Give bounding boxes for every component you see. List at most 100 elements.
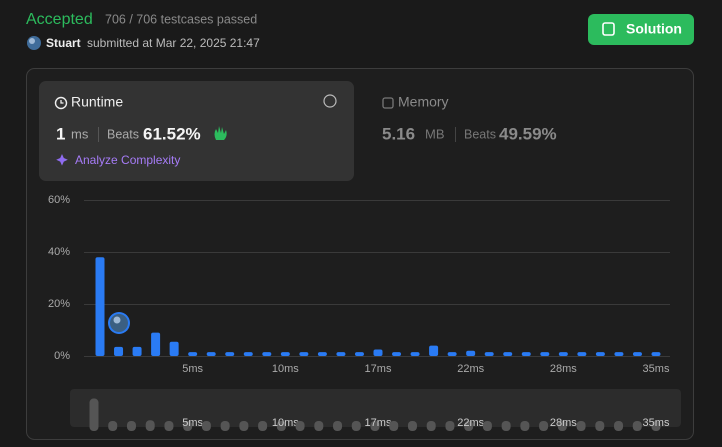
chart: 0% 20% 40% 60% 5ms 10ms 17ms 22ms 28ms 35ms bbox=[48, 194, 670, 375]
x-tick-label: 17ms bbox=[365, 363, 392, 375]
bar bbox=[503, 352, 513, 356]
mini-bar bbox=[183, 421, 193, 431]
mini-bar bbox=[482, 421, 492, 431]
beats-label: Beats bbox=[464, 127, 496, 141]
y-tick-label: 60% bbox=[48, 194, 70, 206]
runtime-beats: 61.52% bbox=[143, 124, 201, 143]
bar bbox=[225, 352, 235, 356]
mini-bar bbox=[201, 421, 211, 431]
bar bbox=[632, 352, 642, 356]
bar bbox=[429, 345, 439, 356]
beats-label: Beats bbox=[107, 127, 139, 141]
mini-bar bbox=[351, 421, 361, 431]
bar bbox=[132, 346, 142, 356]
mini-x-tick-label: 17ms bbox=[365, 417, 392, 429]
mini-bar bbox=[520, 421, 530, 431]
bar bbox=[466, 350, 476, 356]
clock-icon bbox=[54, 96, 68, 110]
mini-bar bbox=[145, 420, 155, 431]
mini-bar bbox=[651, 421, 661, 431]
mini-bar bbox=[239, 421, 249, 431]
bar bbox=[151, 332, 161, 356]
memory-beats: 49.59% bbox=[499, 124, 557, 143]
status: Accepted bbox=[26, 11, 93, 28]
mini-bar bbox=[614, 421, 624, 431]
mini-x-tick-label: 35ms bbox=[643, 417, 670, 429]
mini-x-tick-label: 22ms bbox=[457, 417, 484, 429]
submitted-at: submitted at Mar 22, 2025 21:47 bbox=[87, 36, 260, 50]
edit-icon bbox=[602, 22, 615, 36]
y-tick-label: 20% bbox=[48, 298, 70, 310]
x-tick-label: 22ms bbox=[457, 363, 484, 375]
bar bbox=[595, 352, 605, 356]
bar bbox=[280, 352, 290, 356]
info-icon[interactable] bbox=[323, 94, 337, 108]
button-label: Solution bbox=[626, 21, 682, 37]
mini-bar bbox=[276, 421, 286, 431]
mini-bar bbox=[557, 421, 567, 431]
bar bbox=[484, 352, 494, 356]
bar bbox=[354, 352, 364, 356]
bar bbox=[95, 257, 105, 356]
testcases: 706 / 706 testcases passed bbox=[105, 12, 257, 26]
x-tick-label: 5ms bbox=[182, 363, 203, 375]
x-tick-label: 35ms bbox=[643, 363, 670, 375]
mini-x-tick-label: 28ms bbox=[550, 417, 577, 429]
solution-button[interactable]: Solution bbox=[588, 14, 694, 45]
user-name[interactable]: Stuart bbox=[46, 36, 81, 50]
bar bbox=[410, 352, 420, 356]
user-marker bbox=[108, 312, 130, 334]
mini-bar bbox=[164, 421, 174, 431]
mini-x-tick-label: 10ms bbox=[272, 417, 299, 429]
mini-bar bbox=[108, 421, 118, 431]
runtime-unit: ms bbox=[71, 126, 89, 141]
bar bbox=[317, 352, 327, 356]
clock-hand bbox=[60, 100, 64, 104]
mini-bar bbox=[501, 421, 511, 431]
avatar-detail bbox=[29, 38, 35, 44]
analyze-link[interactable]: Analyze Complexity bbox=[75, 153, 180, 167]
button-bg bbox=[588, 14, 694, 45]
mini-bar bbox=[314, 421, 324, 431]
clap-icon bbox=[214, 126, 227, 140]
y-tick-label: 40% bbox=[48, 246, 70, 258]
mini-bar bbox=[258, 421, 268, 431]
range-navigator[interactable] bbox=[70, 389, 681, 427]
bar bbox=[188, 352, 198, 356]
mini-bar bbox=[426, 421, 436, 431]
mini-bar bbox=[389, 421, 399, 431]
mini-bar bbox=[407, 421, 417, 431]
mini-bar bbox=[295, 421, 305, 431]
bar bbox=[540, 352, 550, 356]
bar bbox=[373, 349, 383, 356]
mini-bar bbox=[464, 421, 474, 431]
memory-title[interactable]: Memory bbox=[398, 94, 449, 110]
marker-avatar-detail bbox=[113, 316, 121, 324]
bar bbox=[651, 352, 661, 356]
bar bbox=[114, 346, 124, 356]
mini-bar bbox=[445, 421, 455, 431]
bar bbox=[336, 352, 346, 356]
sparkle-icon bbox=[56, 154, 68, 166]
bar bbox=[299, 352, 309, 356]
runtime-card[interactable] bbox=[39, 81, 354, 181]
bar bbox=[392, 352, 402, 356]
bar bbox=[577, 352, 587, 356]
bar bbox=[206, 352, 216, 356]
memory-unit: MB bbox=[425, 126, 445, 141]
mini-bar bbox=[89, 398, 99, 431]
chip-icon bbox=[382, 97, 394, 109]
bar bbox=[558, 352, 568, 356]
x-tick-label: 10ms bbox=[272, 363, 299, 375]
mini-bar bbox=[126, 421, 136, 431]
marker-avatar bbox=[110, 314, 128, 332]
bar bbox=[447, 352, 457, 356]
memory-value: 5.16 bbox=[382, 124, 415, 143]
mini-x-tick-label: 5ms bbox=[182, 417, 203, 429]
mini-bar bbox=[632, 421, 642, 431]
runtime-title: Runtime bbox=[71, 94, 123, 110]
bar bbox=[521, 352, 531, 356]
mini-chart: 5ms 10ms 17ms 22ms 28ms 35ms bbox=[89, 398, 670, 431]
mini-bar bbox=[370, 421, 380, 431]
